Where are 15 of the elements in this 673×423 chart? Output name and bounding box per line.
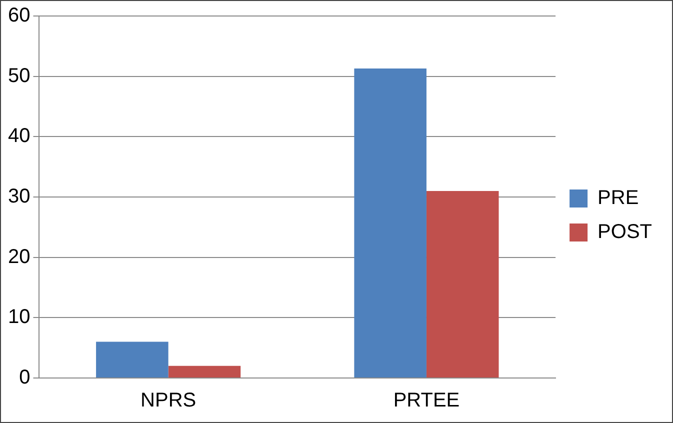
legend-label: PRE xyxy=(598,187,639,210)
bar xyxy=(168,366,241,378)
y-tick-label: 60 xyxy=(8,4,30,27)
legend-label: POST xyxy=(598,221,652,244)
x-tick-label: PRTEE xyxy=(393,390,460,412)
y-tick-label: 20 xyxy=(8,246,30,268)
y-tick-label: 40 xyxy=(8,125,30,148)
y-tick-label: 50 xyxy=(8,64,30,87)
y-tick-label: 0 xyxy=(19,366,30,389)
y-tick-label: 10 xyxy=(8,306,30,328)
x-tick-label: NPRS xyxy=(140,390,196,412)
bar xyxy=(354,68,426,378)
bar xyxy=(96,342,168,378)
bar xyxy=(426,190,499,378)
y-tick-label: 30 xyxy=(8,186,30,208)
